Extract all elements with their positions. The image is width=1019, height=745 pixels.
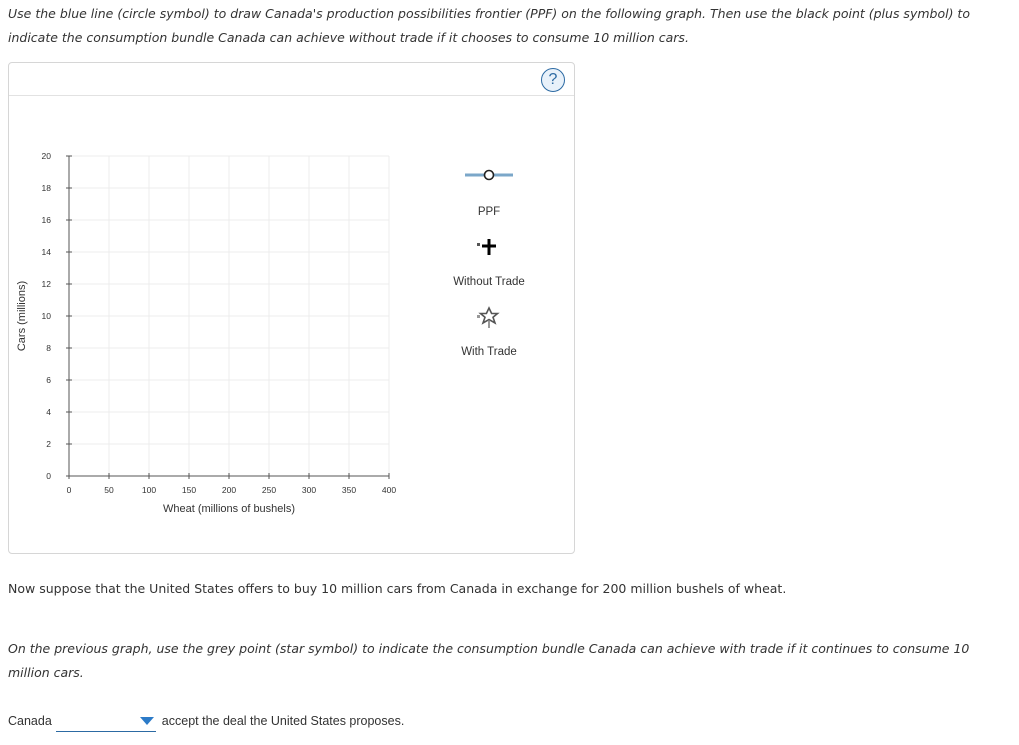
legend: PPF Without Trade With Trade (453, 169, 525, 358)
y-tick-label: 20 (42, 151, 52, 161)
y-tick-label: 0 (46, 471, 51, 481)
answer-row: Canada accept the deal the United States… (8, 709, 404, 733)
x-tick-label: 150 (182, 485, 196, 495)
star-icon (478, 306, 500, 325)
ppf-circle-icon (483, 169, 495, 181)
x-tick-label: 300 (302, 485, 316, 495)
y-tick-label: 14 (42, 247, 52, 257)
y-tick-label: 12 (42, 279, 52, 289)
grip-icon (477, 315, 480, 318)
x-axis-title: Wheat (millions of bushels) (163, 503, 295, 515)
legend-label-with-trade: With Trade (461, 346, 517, 358)
x-tick-label: 0 (67, 485, 72, 495)
legend-label-without-trade: Without Trade (453, 276, 525, 288)
plus-icon (482, 239, 496, 255)
grip-icon (477, 243, 480, 246)
y-tick-label: 10 (42, 311, 52, 321)
x-tick-label: 350 (342, 485, 356, 495)
instructions-part2: On the previous graph, use the grey poin… (8, 641, 970, 680)
answer-suffix: accept the deal the United States propos… (161, 714, 405, 728)
x-tick-label: 200 (222, 485, 236, 495)
instructions-part1: Use the blue line (circle symbol) to dra… (8, 6, 970, 45)
accept-deal-dropdown[interactable] (55, 710, 156, 732)
offer-paragraph: Now suppose that the United States offer… (8, 581, 787, 596)
without-trade-tool[interactable] (477, 239, 496, 255)
legend-label-ppf: PPF (478, 206, 500, 218)
y-tick-label: 2 (46, 439, 51, 449)
chevron-down-icon (139, 717, 154, 725)
y-tick-label: 4 (46, 407, 51, 417)
axes (66, 155, 390, 479)
y-tick-label: 8 (46, 343, 51, 353)
y-tick-label: 18 (42, 183, 52, 193)
x-tick-label: 100 (142, 485, 156, 495)
help-button[interactable]: ? (541, 68, 565, 92)
y-tick-label: 16 (42, 215, 52, 225)
x-tick-label: 50 (104, 485, 114, 495)
y-tick-label: 6 (46, 375, 51, 385)
answer-prefix: Canada (8, 714, 52, 728)
y-axis-title: Cars (millions) (16, 281, 28, 351)
x-tick-label: 250 (262, 485, 276, 495)
panel-header: ? (9, 63, 574, 96)
x-tick-label: 400 (382, 485, 396, 495)
graph-panel: ? 0 2 4 6 8 10 12 14 16 18 20 0 50 100 150 200 250 300 350… (8, 62, 575, 554)
with-trade-tool[interactable] (477, 306, 500, 328)
grid-lines (68, 155, 390, 477)
ppf-tool[interactable] (465, 169, 513, 181)
